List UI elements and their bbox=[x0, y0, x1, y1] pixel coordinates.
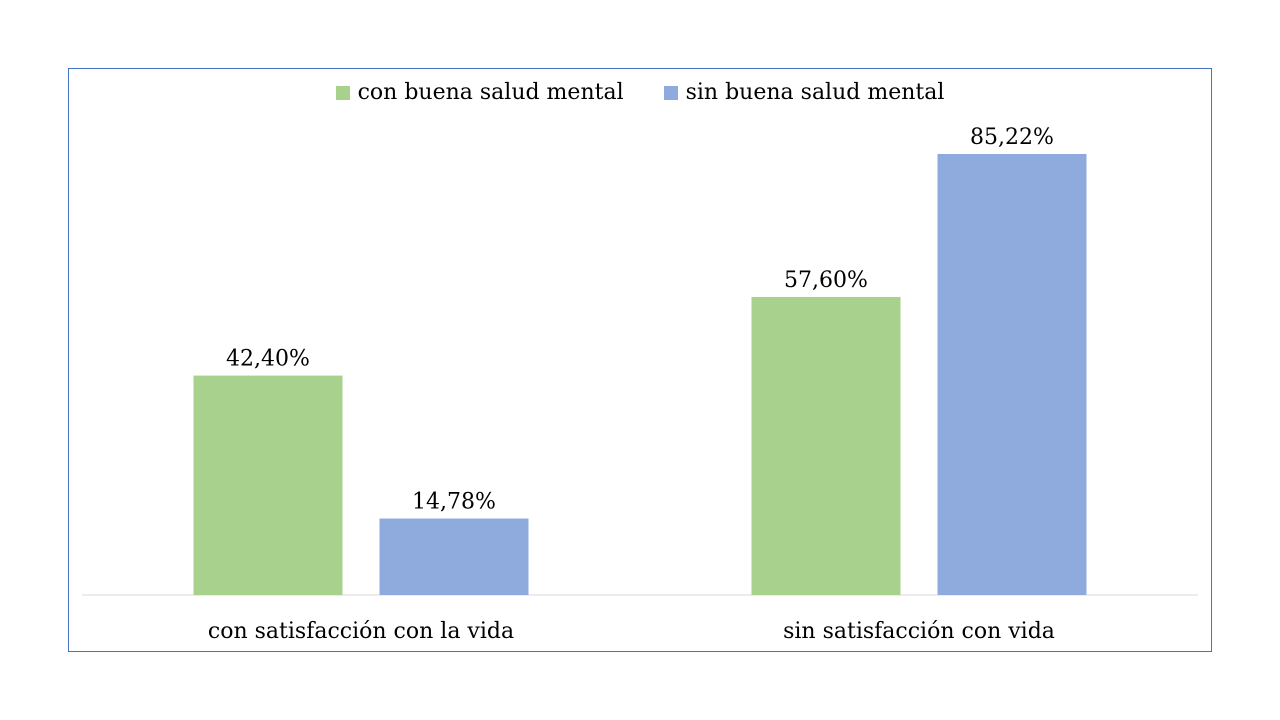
bar-1-series-0 bbox=[751, 296, 901, 595]
legend-swatch-series-0 bbox=[335, 85, 350, 100]
bar-0-series-1 bbox=[379, 518, 529, 595]
legend-item-series-1: sin buena salud mental bbox=[663, 80, 945, 105]
legend: con buena salud mental sin buena salud m… bbox=[0, 80, 1280, 105]
bar-0-series-0 bbox=[193, 375, 343, 595]
category-label-1: sin satisfacción con vida bbox=[783, 619, 1055, 644]
legend-swatch-series-1 bbox=[663, 85, 678, 100]
data-label-1-series-1: 85,22% bbox=[970, 125, 1054, 150]
category-label-0: con satisfacción con la vida bbox=[208, 619, 514, 644]
data-label-0-series-1: 14,78% bbox=[412, 490, 496, 515]
legend-item-series-0: con buena salud mental bbox=[335, 80, 624, 105]
data-label-1-series-0: 57,60% bbox=[784, 268, 868, 293]
data-label-0-series-0: 42,40% bbox=[226, 347, 310, 372]
bar-1-series-1 bbox=[937, 154, 1087, 595]
legend-label-series-1: sin buena salud mental bbox=[685, 80, 945, 105]
legend-label-series-0: con buena salud mental bbox=[357, 80, 624, 105]
